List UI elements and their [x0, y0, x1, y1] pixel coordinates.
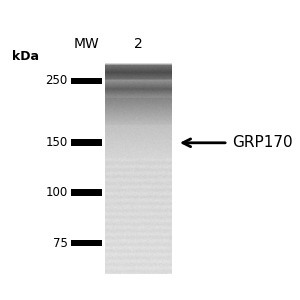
Text: kDa: kDa [12, 50, 39, 64]
Text: 2: 2 [134, 37, 143, 50]
Text: 250: 250 [45, 74, 68, 88]
Text: MW: MW [74, 37, 99, 50]
Text: 100: 100 [45, 186, 68, 200]
Bar [71, 139, 102, 146]
Text: 150: 150 [45, 136, 68, 149]
Bar [71, 190, 102, 196]
Text: GRP170: GRP170 [232, 135, 293, 150]
Text: 75: 75 [52, 236, 68, 250]
Bar [71, 240, 102, 247]
Bar [71, 77, 102, 85]
